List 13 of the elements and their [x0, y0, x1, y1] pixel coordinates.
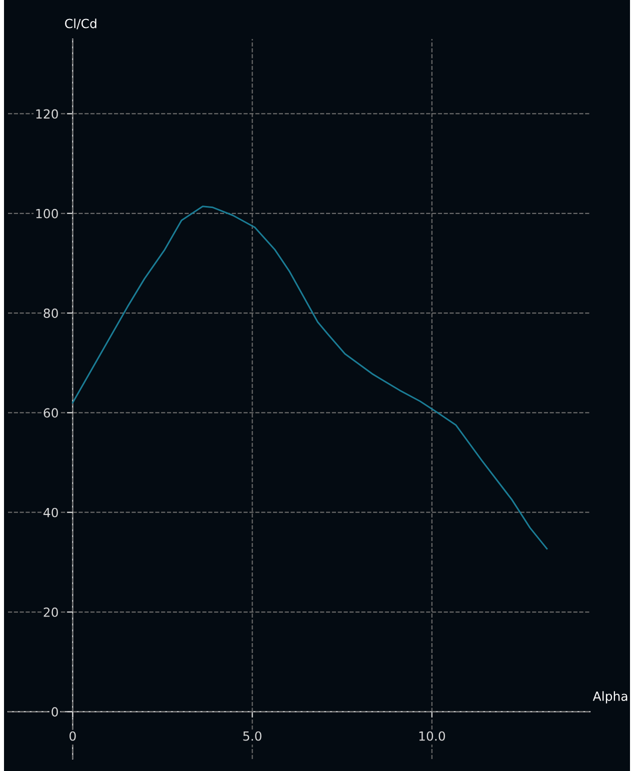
line-series [72, 206, 548, 550]
y-tick-label: 80 [44, 308, 58, 318]
x-tick-label: 0 [70, 731, 76, 741]
y-axis-title: Cl/Cd [65, 18, 96, 30]
y-tick-label: 120 [36, 109, 58, 119]
x-tick-label: 10.0 [419, 731, 446, 741]
x-axis-title: Alpha [592, 691, 628, 704]
y-tick-label: 40 [43, 508, 58, 518]
x-tick-label: 5.0 [243, 731, 262, 741]
y-tick-label: 0 [52, 707, 58, 717]
y-tick-label: 20 [44, 607, 58, 617]
y-tick-label: 60 [44, 408, 58, 418]
y-tick-label: 100 [36, 208, 58, 218]
